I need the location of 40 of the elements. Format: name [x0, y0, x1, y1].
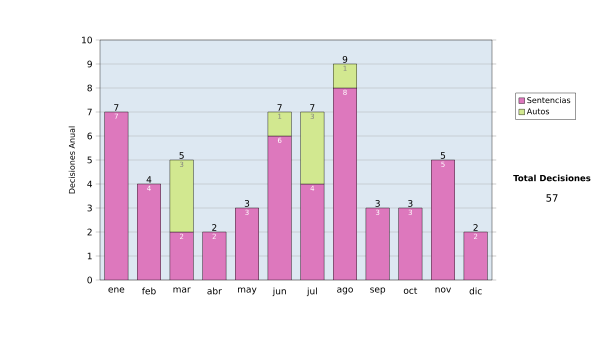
total-label: 7 — [114, 104, 118, 111]
y-tick-label: 8 — [87, 84, 92, 92]
x-tick-label: jun — [272, 287, 286, 296]
y-tick-label: 10 — [82, 36, 92, 44]
x-tick-label: feb — [142, 287, 156, 294]
y-tick-label: 5 — [88, 156, 92, 164]
x-tick-label: ene — [108, 287, 124, 293]
total-label: 2 — [212, 224, 216, 231]
y-tick-label: 2 — [87, 228, 92, 236]
x-tick-label: dic — [470, 287, 482, 294]
x-tick-label: jul — [306, 287, 317, 296]
text: Total Decisiones — [513, 174, 590, 182]
total-label: 4 — [146, 176, 152, 183]
legend-label: Autos — [526, 108, 550, 114]
x-tick-label: mar — [173, 287, 191, 293]
x-tick-label: may — [238, 287, 257, 294]
legend-label: Sentencias — [527, 96, 570, 104]
total-label: 5 — [440, 152, 446, 159]
x-tick-label: abr — [207, 287, 222, 294]
total-label: 5 — [179, 152, 184, 159]
y-tick-label: 0 — [87, 276, 92, 284]
y-axis-title: Decisiones Anual — [68, 126, 75, 194]
x-tick-label: oct — [404, 287, 418, 294]
total-label: 3 — [375, 200, 380, 207]
text: 57 — [546, 194, 558, 202]
total-label: 7 — [310, 104, 314, 111]
x-tick-label: nov — [436, 287, 452, 293]
x-tick-label: sep — [370, 287, 386, 294]
total-label: 2 — [473, 224, 478, 231]
total-label: 9 — [342, 56, 348, 63]
y-tick-label: 1 — [88, 252, 92, 260]
y-tick-label: 6 — [87, 132, 92, 140]
total-label: 7 — [278, 104, 282, 111]
total-label: 3 — [244, 200, 250, 207]
total-label: 3 — [408, 200, 412, 207]
y-tick-label: 7 — [88, 108, 92, 116]
y-tick-label: 3 — [88, 204, 92, 212]
x-tick-label: ago — [337, 287, 353, 294]
y-tick-label: 9 — [87, 60, 92, 68]
y-tick-label: 4 — [87, 180, 92, 188]
